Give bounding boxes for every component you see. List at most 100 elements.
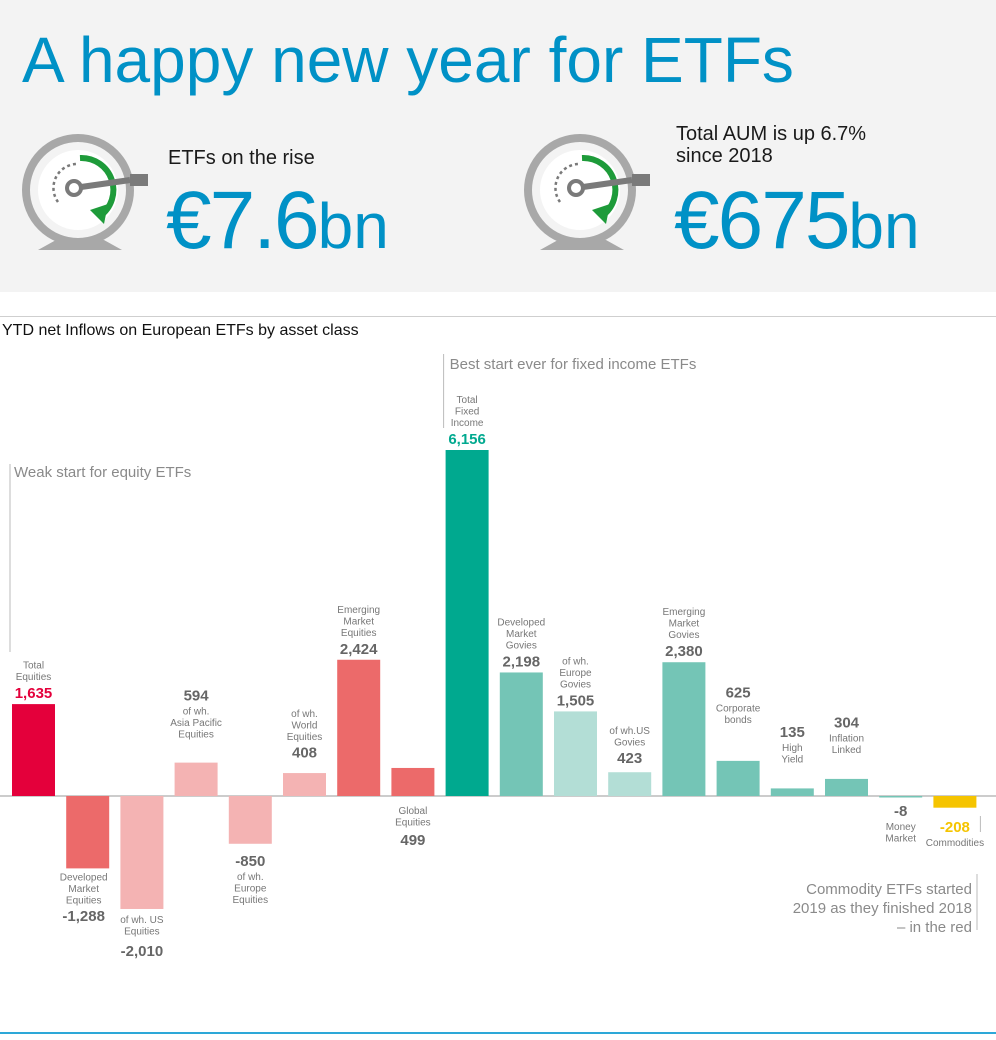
data-label-1: -1,288 [62,908,105,925]
category-label-8-2: Income [451,418,484,429]
category-label-14-1: Yield [781,754,803,765]
data-label-0: 1,635 [15,685,53,702]
data-label-10: 1,505 [557,692,595,709]
kpi-rise-label: ETFs on the rise [168,147,315,169]
data-label-13: 625 [726,684,751,701]
category-label-10-1: Europe [559,668,592,679]
bar-6 [337,659,381,796]
bar-4 [228,796,272,844]
data-label-14: 135 [780,724,805,741]
category-label-11-1: Govies [614,738,645,749]
category-label-10-0: of wh. [562,656,589,667]
category-label-8-1: Fixed [455,407,479,418]
category-label-3-1: Asia Pacific [170,718,222,729]
category-label-9-0: Developed [497,617,545,628]
page-title: A happy new year for ETFs [22,24,794,96]
chart-top-rule [0,316,996,317]
kpi-aum-label-line2: since 2018 [676,145,773,167]
data-label-9: 2,198 [503,653,541,670]
bar-0 [12,704,55,796]
annotation-layer: Weak start for equity ETFs Best start eve… [9,354,981,936]
category-label-12-0: Emerging [662,607,705,618]
category-label-4-0: of wh. [237,872,264,883]
category-label-12-2: Govies [668,630,699,641]
category-label-9-1: Market [506,629,537,640]
bar-16 [879,796,923,798]
category-label-4-2: Equities [233,895,269,906]
bar-9 [499,672,543,796]
category-label-6-2: Equities [341,628,377,639]
category-label-7-1: Equities [395,818,431,829]
data-label-17: -208 [940,819,970,836]
category-label-0-1: Equities [16,672,52,683]
kpi-aum-number: €675 [674,175,850,266]
bar-15 [825,778,868,796]
data-label-2: -2,010 [121,943,164,960]
data-label-5: 408 [292,745,317,762]
data-label-6: 2,424 [340,641,378,658]
commodity-annotation-line-2: – in the red [897,919,972,936]
bar-5 [283,773,326,796]
category-label-17-0: Commodities [926,838,984,849]
category-label-12-1: Market [669,619,700,630]
data-label-11: 423 [617,750,642,767]
kpi-rise-value: €7.6bn [166,180,389,262]
category-label-4-1: Europe [234,883,267,894]
category-label-11-0: of wh.US [609,726,650,737]
category-label-7-0: Global [398,806,427,817]
category-label-2-0: of wh. US [120,915,164,926]
header-panel: A happy new year for ETFs ETFs on the ri… [0,0,996,292]
category-label-1-2: Equities [66,895,102,906]
commodity-annotation-line-0: Commodity ETFs started [806,881,972,898]
category-label-5-2: Equities [287,732,323,743]
category-label-16-1: Market [885,834,916,845]
category-label-13-0: Corporate [716,703,761,714]
kpi-aum-value: €675bn [674,180,920,262]
bar-7 [391,767,435,796]
category-label-5-0: of wh. [291,709,318,720]
bar-14 [770,788,814,796]
kpi-aum-label: Total AUM is up 6.7% since 2018 [676,123,866,167]
data-label-16: -8 [894,803,907,820]
category-label-15-0: Inflation [829,733,864,744]
bar-11 [608,772,652,796]
category-label-16-0: Money [886,822,916,833]
equity-annotation: Weak start for equity ETFs [14,464,191,481]
bar-12 [662,662,706,796]
bar-17 [933,796,977,808]
bar-3 [174,762,218,796]
category-label-3-2: Equities [178,730,214,741]
gauge-icon [22,134,148,250]
category-label-13-1: bonds [724,715,751,726]
category-label-15-1: Linked [832,745,861,756]
chart-title: YTD net Inflows on European ETFs by asse… [2,322,359,339]
category-label-8-0: Total [457,395,478,406]
data-label-4: -850 [235,853,265,870]
bar-8 [445,450,489,796]
category-label-2-1: Equities [124,926,160,937]
kpi-rise-number: €7.6 [166,175,320,266]
data-label-7: 499 [400,832,425,849]
bars-layer [0,450,996,909]
bar-2 [120,796,164,909]
kpi-rise-unit: bn [317,190,389,262]
category-label-9-2: Govies [506,640,537,651]
labels-layer: TotalEquities1,635DevelopedMarketEquitie… [15,395,984,960]
category-label-14-0: High [782,743,803,754]
data-label-15: 304 [834,714,860,731]
category-label-3-0: of wh. [183,707,210,718]
category-label-6-1: Market [343,616,374,627]
asset-class-bar-chart: Weak start for equity ETFs Best start eve… [0,354,996,960]
data-label-12: 2,380 [665,643,703,660]
bar-1 [66,796,110,869]
category-label-6-0: Emerging [337,605,380,616]
commodity-annotation-line-1: 2019 as they finished 2018 [793,900,972,917]
category-label-1-1: Market [68,884,99,895]
bar-13 [716,760,760,796]
bottom-rule [0,1032,996,1034]
gauge-icon [524,134,650,250]
category-label-0-0: Total [23,661,44,672]
category-label-10-2: Govies [560,679,591,690]
bar-10 [554,711,597,796]
kpi-aum-unit: bn [848,190,920,262]
